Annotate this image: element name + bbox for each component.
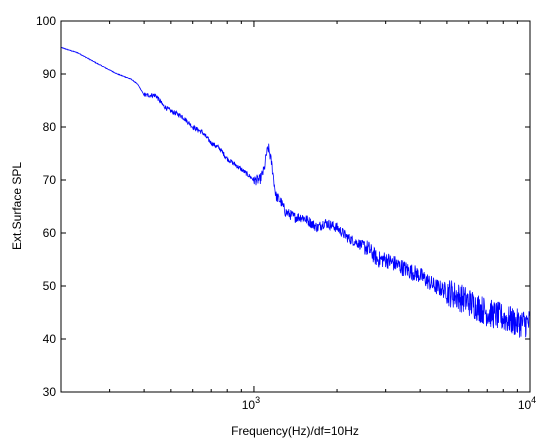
y-tick-label: 100 xyxy=(36,14,56,28)
y-axis: 30 40 50 60 70 80 90 100 xyxy=(36,14,530,399)
y-axis-title: Ext.Surface SPL xyxy=(10,162,24,250)
y-tick-label: 40 xyxy=(43,332,57,346)
series-layer xyxy=(60,46,531,338)
plot-background xyxy=(61,21,530,392)
x-axis-title: Frequency(Hz)/df=10Hz xyxy=(231,424,359,438)
y-tick-label: 50 xyxy=(43,279,57,293)
y-tick-label: 60 xyxy=(43,226,57,240)
x-axis: 103 104 xyxy=(109,21,536,412)
plot-frame xyxy=(60,20,531,393)
x-tick-label: 104 xyxy=(518,395,536,412)
y-tick-label: 30 xyxy=(43,385,57,399)
series-line xyxy=(60,46,531,338)
y-tick-label: 70 xyxy=(43,173,57,187)
y-tick-label: 90 xyxy=(43,67,57,81)
x-tick-label: 103 xyxy=(242,395,260,412)
y-tick-label: 80 xyxy=(43,120,57,134)
